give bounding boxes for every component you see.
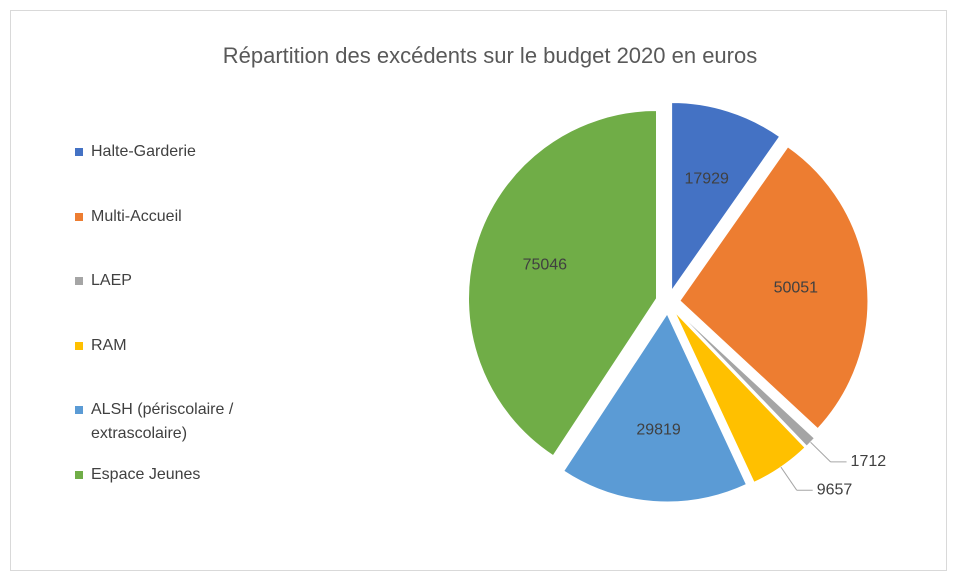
legend-item: Espace Jeunes xyxy=(75,463,200,487)
legend-item: Halte-Garderie xyxy=(75,140,196,164)
pie-slice xyxy=(563,312,748,503)
legend-label: Espace Jeunes xyxy=(91,465,201,483)
legend-label: Halte-Garderie xyxy=(91,143,196,160)
legend-label: LAEP xyxy=(91,272,132,289)
data-label: 1712 xyxy=(851,453,887,470)
data-label: 29819 xyxy=(636,421,681,438)
pie-slice xyxy=(468,110,658,457)
legend-label: RAM xyxy=(91,336,127,354)
pie-slice xyxy=(679,146,869,430)
leader-line xyxy=(780,466,798,491)
data-label: 9657 xyxy=(817,481,853,498)
legend-swatch xyxy=(75,341,83,350)
legend-label: Multi-Accueil xyxy=(91,207,182,225)
chart-title: Répartition des excédents sur le budget … xyxy=(223,43,757,68)
legend-swatch xyxy=(75,148,83,156)
legend-item: LAEP xyxy=(75,269,132,293)
legend-swatch xyxy=(75,277,83,285)
legend-item: ALSH (périscolaire / extrascolaire) xyxy=(75,398,305,446)
legend-swatch xyxy=(75,212,83,221)
data-label: 50051 xyxy=(774,280,819,297)
legend-label: ALSH (périscolaire / extrascolaire) xyxy=(91,401,234,442)
data-label: 17929 xyxy=(684,171,729,188)
leader-line xyxy=(810,441,831,463)
legend-swatch xyxy=(75,406,83,414)
legend-swatch xyxy=(75,470,83,479)
pie-slice xyxy=(676,310,816,447)
legend-item: Multi-Accueil xyxy=(75,205,182,229)
data-label: 75046 xyxy=(523,256,568,273)
pie-slice xyxy=(671,102,781,293)
legend-item: RAM xyxy=(75,334,127,358)
